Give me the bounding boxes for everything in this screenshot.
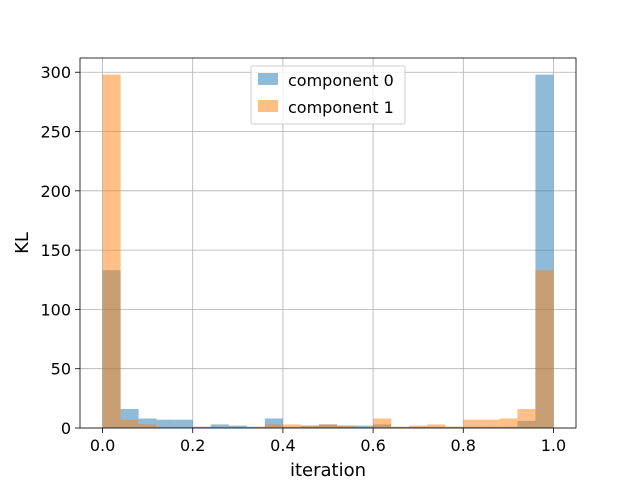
bar-component-1 [517, 409, 536, 428]
bar-component-1 [535, 270, 554, 428]
y-tick-label: 200 [40, 182, 71, 201]
bars [102, 74, 554, 428]
bar-component-1 [409, 425, 428, 428]
legend-swatch-component-1 [258, 100, 278, 112]
legend-box [250, 65, 406, 125]
bar-component-1 [102, 74, 121, 428]
x-tick-label: 0.6 [360, 436, 385, 455]
bar-component-1 [391, 426, 410, 428]
x-tick-label: 0.8 [451, 436, 476, 455]
legend: component 0 component 1 [250, 65, 406, 125]
axis-ticks: 0.0 0.2 0.4 0.6 0.8 1.0 0 50 100 150 200 250 300 [40, 63, 566, 455]
legend-label-component-0: component 0 [288, 71, 394, 90]
bar-component-0 [264, 418, 283, 428]
bar-component-0 [138, 418, 157, 428]
x-tick-label: 1.0 [541, 436, 566, 455]
bar-component-1 [463, 419, 482, 428]
y-tick-label: 100 [40, 300, 71, 319]
x-tick-label: 0.0 [90, 436, 115, 455]
bar-component-1 [228, 426, 247, 428]
bar-component-1 [174, 426, 193, 428]
bar-component-1 [138, 424, 157, 428]
bar-component-1 [481, 419, 500, 428]
plot-area-frame [79, 57, 577, 429]
bar-component-0 [355, 425, 374, 428]
y-tick-label: 300 [40, 63, 71, 82]
bar-component-0 [174, 419, 193, 428]
y-axis-label: KL [12, 232, 33, 254]
x-tick-label: 0.4 [270, 436, 295, 455]
legend-label-component-1: component 1 [288, 98, 394, 117]
legend-swatch-component-0 [258, 73, 278, 85]
bar-component-1 [192, 426, 211, 428]
x-tick-label: 0.2 [180, 436, 205, 455]
bar-component-1 [264, 424, 283, 428]
bar-component-0 [228, 425, 247, 428]
bar-component-1 [120, 419, 139, 428]
y-tick-label: 50 [51, 360, 71, 379]
y-tick-label: 250 [40, 123, 71, 142]
bar-component-1 [318, 424, 338, 428]
bar-component-0 [210, 424, 229, 428]
bar-component-1 [445, 426, 464, 428]
y-tick-label: 150 [40, 241, 71, 260]
bar-component-1 [427, 424, 446, 428]
bar-component-1 [355, 426, 374, 428]
bar-component-1 [156, 426, 175, 428]
x-axis-label: iteration [290, 460, 366, 480]
bar-component-1 [300, 425, 319, 428]
bar-component-1 [373, 418, 392, 428]
bar-component-1 [210, 426, 229, 428]
bar-component-0 [156, 419, 175, 428]
bar-component-1 [499, 418, 518, 428]
bar-component-1 [337, 425, 356, 428]
bar-component-1 [282, 424, 301, 428]
y-tick-label: 0 [61, 419, 71, 438]
bar-component-1 [246, 426, 265, 428]
